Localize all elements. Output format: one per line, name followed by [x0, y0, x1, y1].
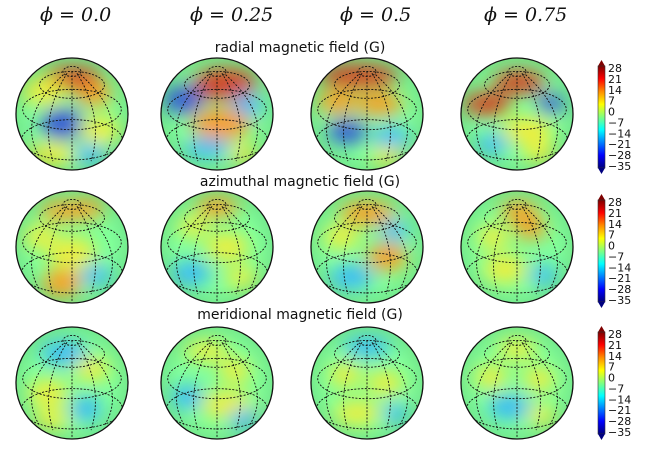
phase-label-1: ϕ = 0.25 — [190, 4, 274, 26]
colorbar-tick-label: 0 — [608, 240, 615, 253]
colorbar-tick-label: 28 — [608, 62, 622, 75]
colorbar-tick-label: −28 — [608, 415, 631, 428]
colorbar-tick-label: −35 — [608, 426, 631, 439]
colorbar-tick-label: 7 — [608, 361, 615, 374]
colorbar-tick-label: 14 — [608, 350, 622, 363]
sphere-map-7 — [460, 190, 574, 304]
phase-label-0: ϕ = 0.0 — [40, 4, 112, 26]
colorbar-tick-label: 21 — [608, 339, 622, 352]
colorbar-tick-label: 21 — [608, 73, 622, 86]
sphere-map-10 — [310, 326, 424, 440]
sphere-map-9 — [160, 326, 274, 440]
sphere-map-11 — [460, 326, 574, 440]
colorbar-tick-label: 7 — [608, 229, 615, 242]
colorbar-tick-label: 0 — [608, 106, 615, 119]
sphere-map-2 — [310, 57, 424, 171]
colorbar-tick-label: 21 — [608, 207, 622, 220]
row-title-azimuthal: azimuthal magnetic field (G) — [199, 174, 401, 190]
colorbar-tick-label: 28 — [608, 196, 622, 209]
colorbar-tick-label: −14 — [608, 127, 631, 140]
row-title-radial: radial magnetic field (G) — [214, 40, 386, 56]
sphere-map-6 — [310, 190, 424, 304]
sphere-map-3 — [460, 57, 574, 171]
colorbar-tick-label: 0 — [608, 372, 615, 385]
phase-label-2: ϕ = 0.5 — [340, 4, 412, 26]
colorbar-tick-label: −35 — [608, 294, 631, 307]
colorbar-tick-label: 14 — [608, 218, 622, 231]
sphere-map-8 — [15, 326, 129, 440]
phase-label-3: ϕ = 0.75 — [484, 4, 568, 26]
colorbar-tick-label: −28 — [608, 283, 631, 296]
sphere-map-1 — [160, 57, 274, 171]
row-title-meridional: meridional magnetic field (G) — [197, 307, 403, 323]
colorbar-tick-label: −14 — [608, 261, 631, 274]
colorbar-tick-label: −28 — [608, 149, 631, 162]
colorbar-tick-label: −7 — [608, 116, 624, 129]
colorbar-tick-label: 28 — [608, 328, 622, 341]
colorbar-tick-label: −21 — [608, 272, 631, 285]
colorbar-tick-label: −35 — [608, 160, 631, 173]
colorbar-tick-label: −21 — [608, 404, 631, 417]
sphere-map-5 — [160, 190, 274, 304]
sphere-map-4 — [15, 190, 129, 304]
colorbar-tick-label: 7 — [608, 95, 615, 108]
colorbar-tick-label: −7 — [608, 250, 624, 263]
sphere-map-0 — [15, 57, 129, 171]
colorbar-tick-label: −21 — [608, 138, 631, 151]
colorbar-tick-label: 14 — [608, 84, 622, 97]
colorbar-tick-label: −7 — [608, 382, 624, 395]
colorbar-tick-label: −14 — [608, 393, 631, 406]
